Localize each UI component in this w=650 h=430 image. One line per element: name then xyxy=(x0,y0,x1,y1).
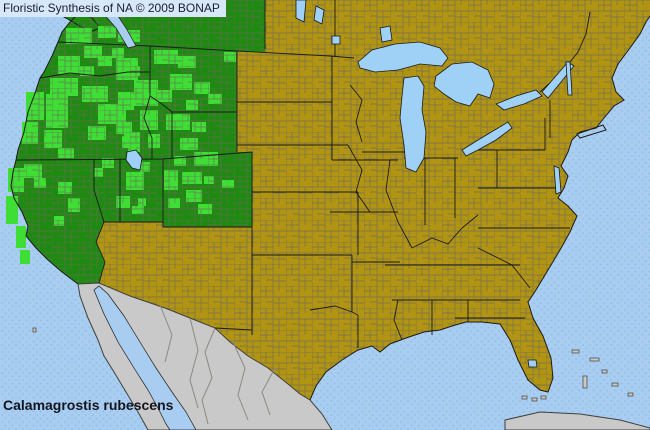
species-label: Calamagrostis rubescens xyxy=(3,397,174,413)
gulf-of-california xyxy=(93,285,197,430)
coastline xyxy=(10,0,650,401)
island-dot xyxy=(32,327,37,333)
lake-huron xyxy=(433,61,495,107)
lake-ontario xyxy=(495,89,543,111)
lake-winnipeg xyxy=(295,0,307,23)
florida-keys xyxy=(521,395,547,402)
chesapeake-bay xyxy=(553,165,562,195)
lake-champlain xyxy=(565,61,573,96)
lake-okeechobee xyxy=(527,359,538,368)
long-island xyxy=(576,124,607,139)
st-lawrence-river xyxy=(541,61,575,99)
cuba xyxy=(504,411,650,430)
lake-michigan xyxy=(399,75,427,173)
state-borders xyxy=(15,0,591,348)
lake-manitoba xyxy=(313,5,325,25)
lake-of-the-woods xyxy=(331,35,341,45)
lake-erie xyxy=(461,121,513,157)
mexico-state-borders xyxy=(159,304,276,425)
bahamas xyxy=(571,349,634,397)
great-salt-lake xyxy=(125,149,143,171)
great-lakes xyxy=(125,0,575,368)
lake-nipigon xyxy=(379,25,393,43)
lake-superior xyxy=(357,41,449,73)
map-title: Floristic Synthesis of NA © 2009 BONAP xyxy=(0,0,226,17)
